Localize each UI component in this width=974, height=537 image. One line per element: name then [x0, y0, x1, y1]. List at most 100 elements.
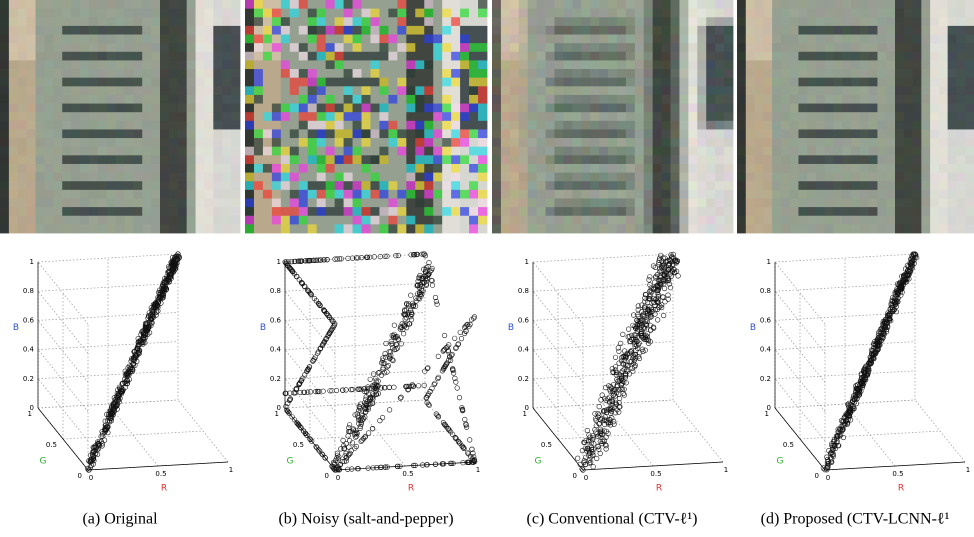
pixel — [62, 69, 71, 78]
pixel — [344, 138, 353, 147]
pixel — [442, 121, 451, 130]
pixel — [362, 224, 371, 233]
pixel — [27, 43, 36, 52]
pixel — [160, 9, 169, 18]
pixel — [204, 43, 213, 52]
pixel — [653, 35, 662, 44]
pixel — [133, 224, 142, 233]
pixel — [231, 121, 240, 130]
pixel — [913, 129, 922, 138]
pixel — [254, 216, 263, 225]
pixel — [697, 190, 706, 199]
pixel — [746, 224, 755, 233]
pixel — [772, 155, 781, 164]
pixel — [379, 190, 388, 199]
pixel — [178, 155, 187, 164]
pixel — [563, 9, 572, 18]
pixel — [913, 207, 922, 216]
pixel — [272, 207, 281, 216]
pixel — [581, 224, 590, 233]
pixel — [715, 207, 724, 216]
pixel — [715, 52, 724, 61]
pixel — [724, 69, 733, 78]
pixel — [948, 207, 957, 216]
pixel — [133, 207, 142, 216]
pixel — [196, 207, 205, 216]
figure: 00.20.40.60.8100.5110.50RGB(a) Original0… — [0, 0, 974, 537]
pixel — [581, 147, 590, 156]
pixel — [939, 26, 948, 35]
pixel — [245, 138, 254, 147]
pixel — [798, 60, 807, 69]
pixel — [133, 129, 142, 138]
pixel — [281, 60, 290, 69]
pixel — [196, 155, 205, 164]
pixel — [798, 138, 807, 147]
pixel — [18, 43, 27, 52]
pixel — [617, 112, 626, 121]
axis-line — [310, 431, 450, 439]
pixel — [231, 35, 240, 44]
pixel — [36, 164, 45, 173]
pixel — [44, 173, 53, 182]
pixel — [160, 35, 169, 44]
pixel — [169, 0, 178, 9]
pixel — [572, 86, 581, 95]
pixel — [948, 164, 957, 173]
pixel — [519, 69, 528, 78]
pixel — [798, 9, 807, 18]
pixel — [204, 52, 213, 61]
pixel — [116, 147, 125, 156]
pixel — [626, 129, 635, 138]
pixel — [160, 78, 169, 87]
pixel — [142, 104, 151, 113]
pixel — [89, 86, 98, 95]
axis-label: B — [13, 323, 19, 333]
pixel — [451, 129, 460, 138]
pixel — [781, 147, 790, 156]
pixel — [563, 35, 572, 44]
pixel — [9, 60, 18, 69]
pixel — [755, 181, 764, 190]
pixel — [299, 9, 308, 18]
pixel — [397, 52, 406, 61]
pixel — [737, 35, 746, 44]
pixel — [904, 190, 913, 199]
pixel — [80, 43, 89, 52]
pixel — [281, 224, 290, 233]
pixel — [178, 60, 187, 69]
pixel — [245, 190, 254, 199]
pixel — [590, 207, 599, 216]
pixel — [590, 138, 599, 147]
tick-label: 0.4 — [270, 346, 282, 354]
pixel — [886, 190, 895, 199]
pixel — [151, 129, 160, 138]
pixel — [254, 164, 263, 173]
pixel — [781, 104, 790, 113]
pixel — [528, 26, 537, 35]
pixel — [492, 173, 501, 182]
pixel — [388, 26, 397, 35]
pixel — [746, 112, 755, 121]
pixel — [415, 112, 424, 121]
pixel — [554, 224, 563, 233]
pixel — [798, 95, 807, 104]
pixel — [965, 138, 974, 147]
pixel — [272, 216, 281, 225]
pixel — [869, 35, 878, 44]
pixel — [886, 104, 895, 113]
pixel — [187, 216, 196, 225]
pixel — [213, 104, 222, 113]
pixel — [921, 35, 930, 44]
pixel — [781, 224, 790, 233]
pixel — [671, 129, 680, 138]
pixel — [755, 86, 764, 95]
pixel — [9, 52, 18, 61]
pixel — [442, 147, 451, 156]
pixel — [326, 104, 335, 113]
pixel — [397, 147, 406, 156]
pixel — [965, 52, 974, 61]
pixel — [478, 86, 487, 95]
pixel — [370, 164, 379, 173]
pixel — [869, 52, 878, 61]
